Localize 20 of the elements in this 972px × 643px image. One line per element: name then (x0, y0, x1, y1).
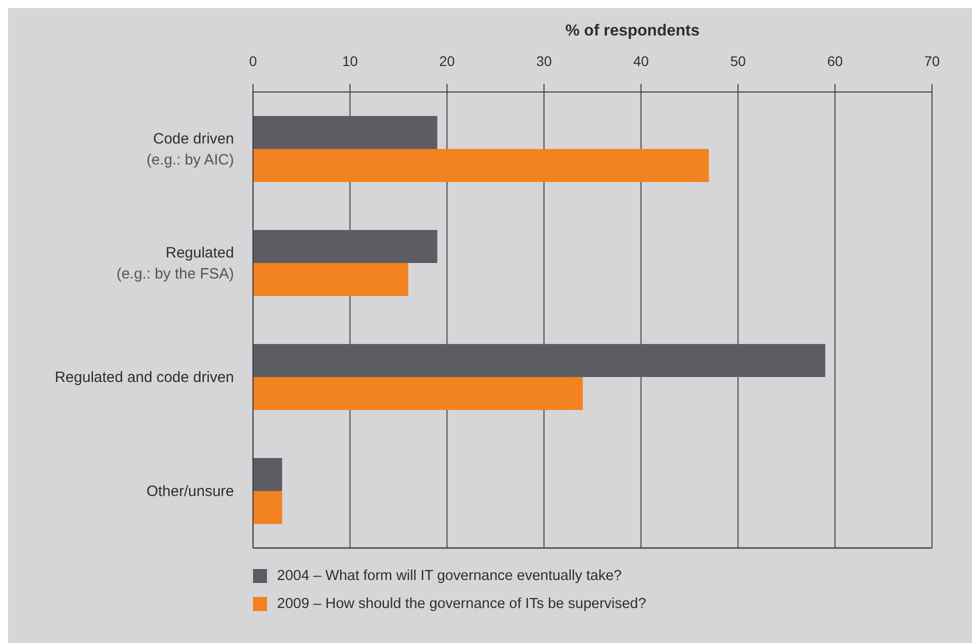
x-tick-label: 70 (924, 53, 940, 69)
bar (253, 376, 583, 410)
y-tick-label: Code driven (e.g.: by AIC) (146, 130, 234, 168)
bar (253, 262, 408, 296)
legend-label: 2009 – How should the governance of ITs be supervised? (277, 596, 646, 612)
bar (253, 490, 282, 524)
x-tick-label: 50 (730, 53, 746, 69)
y-tick-label: Other/unsure (146, 482, 234, 500)
x-tick-label: 0 (249, 53, 258, 69)
bar (253, 458, 282, 491)
x-tick-label: 20 (439, 53, 455, 69)
x-tick-label: 40 (633, 53, 649, 69)
bar (253, 148, 709, 182)
x-axis-title: % of respondents (565, 22, 700, 40)
y-tick-label: Regulated and code driven (54, 368, 234, 386)
x-tick-label: 10 (342, 53, 358, 69)
x-tick-label: 60 (827, 53, 843, 69)
legend-label: 2004 – What form will IT governance eventually take? (277, 568, 622, 584)
x-tick-label: 30 (536, 53, 552, 69)
y-tick-label: Regulated (e.g.: by the FSA) (116, 244, 234, 282)
